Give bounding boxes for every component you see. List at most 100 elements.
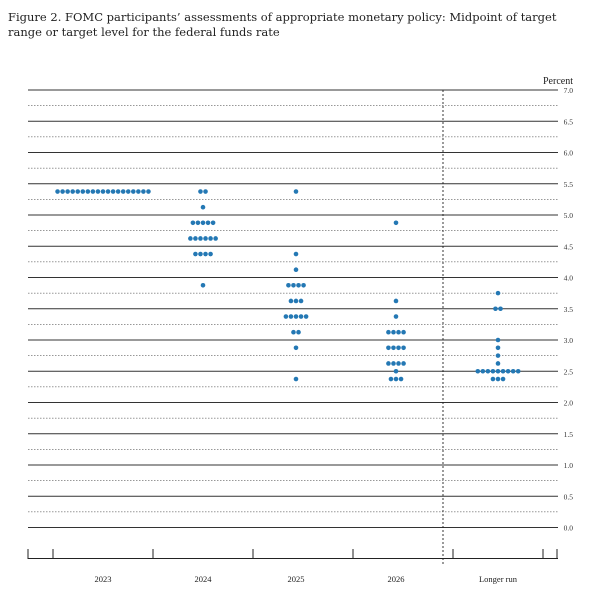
participant-dot (490, 376, 496, 382)
participant-dot (500, 376, 506, 382)
y-axis-ticks: 0.0 0.5 1.0 1.5 2.0 2.5 3.0 3.5 4.0 4.5 5.0 5.5 6.0 6… (564, 86, 574, 533)
participant-dot (391, 329, 396, 335)
x-tick-label: 2024 (195, 574, 213, 584)
participant-dot (205, 220, 211, 226)
participant-dot (393, 314, 399, 319)
participant-dot (203, 189, 208, 194)
participant-dot (391, 345, 396, 351)
participant-dot (188, 236, 193, 241)
y-tick-label: 0.5 (564, 492, 574, 501)
participant-dot (485, 368, 491, 374)
participant-dot (198, 251, 203, 257)
participant-dot (393, 368, 399, 374)
y-tick-label: 1.0 (564, 461, 574, 470)
participant-dot (200, 204, 206, 210)
participant-dot (60, 189, 65, 194)
participant-dot (65, 189, 70, 194)
participant-dot (80, 189, 86, 194)
x-tick-label: 2026 (388, 574, 405, 584)
y-tick-label: 4.5 (564, 242, 574, 251)
participant-dot (200, 220, 206, 226)
participant-dot (293, 298, 299, 304)
participant-dot (515, 368, 521, 374)
y-axis-label: Percent (543, 76, 573, 87)
participant-dot (396, 345, 401, 351)
participant-dot (293, 376, 299, 382)
participant-dot (393, 298, 399, 304)
participant-dot (110, 189, 116, 194)
participant-dot (386, 361, 391, 366)
participant-dot (391, 361, 396, 366)
participant-dot (396, 329, 401, 335)
y-tick-label: 2.0 (564, 399, 574, 408)
participant-dot (495, 368, 501, 374)
participant-dot (296, 329, 301, 335)
y-tick-label: 5.5 (564, 180, 574, 189)
participant-dot (283, 314, 289, 319)
participant-dot (293, 267, 299, 272)
participant-dot (386, 329, 391, 335)
participant-dot (100, 189, 106, 194)
figure-title: Figure 2. FOMC participants’ assessments… (8, 10, 557, 39)
y-tick-label: 0.0 (564, 524, 574, 533)
participant-dot (490, 368, 496, 374)
participant-dot (203, 236, 208, 241)
y-tick-label: 1.5 (564, 430, 574, 439)
participant-dot (190, 220, 196, 226)
participant-dot (493, 306, 498, 312)
participant-dot (120, 189, 126, 194)
participant-dot (500, 368, 506, 374)
participant-dot (203, 251, 208, 257)
participant-dot (193, 251, 198, 257)
participant-dot (495, 361, 501, 366)
participant-dot (298, 314, 304, 319)
participant-dot (303, 314, 309, 319)
x-tick-label: 2023 (95, 574, 112, 584)
participant-dot (510, 368, 516, 374)
participant-dot (401, 345, 406, 351)
participant-dot (291, 329, 296, 335)
participant-dot (398, 376, 404, 382)
participant-dot (195, 220, 201, 226)
participant-dot (95, 189, 101, 194)
participant-dot (193, 236, 198, 241)
participant-dot (146, 189, 151, 194)
participant-dot (115, 189, 121, 194)
participant-dot (75, 189, 81, 194)
participant-dot (131, 189, 136, 194)
participant-dot (388, 376, 394, 382)
y-tick-label: 7.0 (564, 86, 574, 95)
participant-dot (288, 298, 294, 304)
participant-dot (293, 189, 299, 194)
participant-dot (505, 368, 511, 374)
participant-dot (495, 345, 501, 351)
x-tick-label: 2025 (288, 574, 305, 584)
participant-dot (213, 236, 218, 241)
participant-dot (90, 189, 96, 194)
participant-dot (498, 306, 503, 312)
participant-dot (475, 368, 481, 374)
participant-dot (288, 314, 294, 319)
y-tick-label: 3.5 (564, 305, 574, 314)
participant-dot (210, 220, 216, 226)
participant-dot (401, 329, 406, 335)
participant-dot (198, 236, 203, 241)
participant-dot (480, 368, 486, 374)
participant-dot (401, 361, 406, 366)
y-tick-label: 2.5 (564, 367, 574, 376)
participant-dot (301, 283, 306, 288)
participant-dot (298, 298, 304, 304)
participant-dot (125, 189, 131, 194)
participant-dot (386, 345, 391, 351)
participant-dot (105, 189, 111, 194)
participant-dot (286, 283, 291, 288)
y-tick-label: 3.0 (564, 336, 574, 345)
participant-dot (136, 189, 141, 194)
participant-dot (55, 189, 60, 194)
participant-dot (85, 189, 91, 194)
dots-layer (55, 189, 521, 382)
participant-dot (396, 361, 401, 366)
participant-dot (495, 337, 501, 343)
x-tick-label: Longer run (479, 574, 518, 584)
